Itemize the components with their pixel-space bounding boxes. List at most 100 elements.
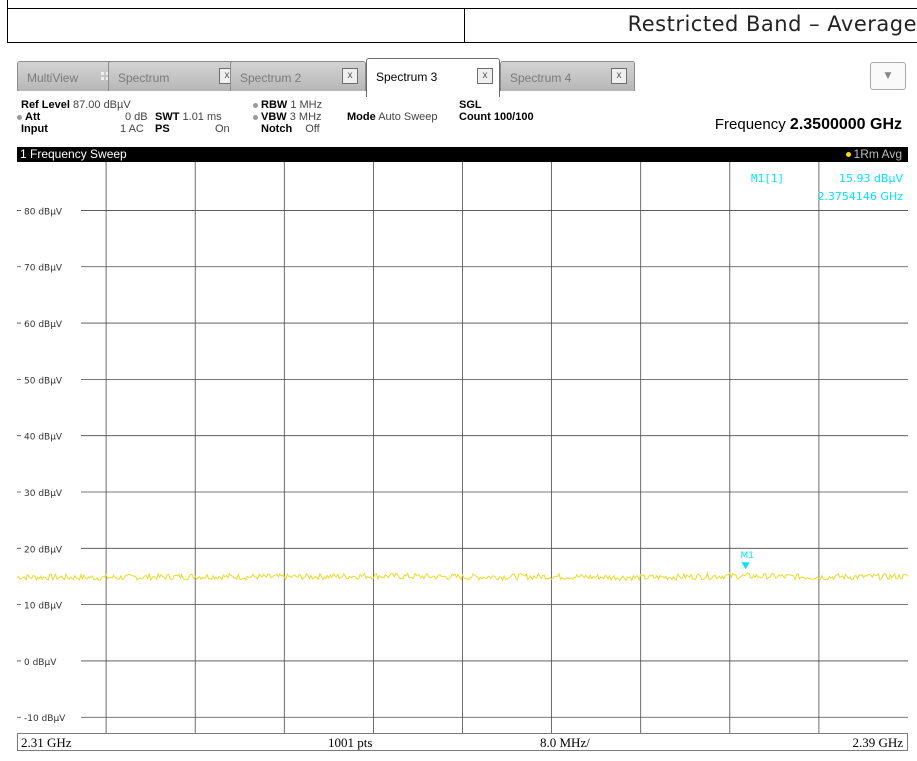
vbw-setting[interactable]: VBW 3 MHz	[253, 111, 322, 123]
vbw-indicator-icon	[253, 114, 258, 120]
center-frequency-readout[interactable]: Frequency 2.3500000 GHz	[715, 116, 902, 134]
y-tick-label: 80 dBµV	[24, 207, 63, 217]
document-header-table: Restricted Band – Average	[7, 0, 917, 43]
frequency-axis-bar: 2.31 GHz 1001 pts 8.0 MHz/ 2.39 GHz	[17, 733, 908, 751]
mode-label: Mode	[347, 111, 376, 123]
att-value: 0 dB	[125, 111, 148, 123]
y-tick-label: 0 dBµV	[24, 658, 57, 668]
y-tick-label: 70 dBµV	[24, 264, 63, 274]
att-label: Att	[25, 111, 41, 123]
swt-label: SWT	[155, 111, 180, 123]
mode-value: Auto Sweep	[378, 111, 438, 123]
spectrum-analyzer-screen: MultiView Spectrum x Spectrum 2 x Spectr…	[17, 58, 908, 754]
tab-spectrum-2[interactable]: Spectrum 2 x	[230, 61, 366, 91]
close-icon[interactable]: x	[477, 68, 493, 84]
tab-spectrum-3[interactable]: Spectrum 3 x	[366, 58, 500, 97]
spectrum-plot-svg: 80 dBµV 70 dBµV 60 dBµV 50 dBµV 40 dBµV 30 dB…	[17, 162, 908, 733]
frequency-label: Frequency	[714, 116, 786, 133]
y-tick-label-bg	[21, 203, 81, 217]
vbw-value: 3 MHz	[289, 111, 322, 123]
y-tick-label-bg	[21, 597, 81, 611]
y-tick-label-bg	[21, 316, 81, 330]
y-tick-label: 50 dBµV	[24, 376, 63, 386]
swt-value: 1.01 ms	[182, 111, 222, 123]
y-tick-label: 20 dBµV	[24, 545, 63, 555]
rbw-setting[interactable]: RBW 1 MHz	[253, 99, 322, 111]
document-title: Restricted Band – Average	[627, 12, 917, 36]
notch-label: Notch	[261, 123, 293, 135]
sgl-label[interactable]: SGL	[459, 99, 482, 111]
ps-label[interactable]: PS	[155, 123, 170, 135]
tab-spectrum-label: Spectrum	[118, 71, 170, 85]
marker-label: M1	[741, 551, 755, 561]
vertical-grid	[105, 162, 820, 733]
tab-dropdown-button[interactable]: ▼	[870, 62, 906, 90]
y-tick-label-bg	[21, 710, 81, 724]
att-indicator-icon	[17, 114, 22, 120]
sweep-points: 1001 pts	[328, 735, 373, 750]
trace-group	[17, 571, 908, 582]
ref-level-label: Ref Level	[21, 99, 70, 111]
marker-info-level: 15.93 dBµV	[839, 172, 904, 185]
y-tick-label-bg	[21, 484, 81, 498]
marker-group: M1	[741, 551, 755, 570]
y-tick-label: -10 dBµV	[24, 714, 66, 724]
document-header-top-row	[8, 0, 917, 9]
marker-triangle	[741, 562, 750, 570]
tab-bar: MultiView Spectrum x Spectrum 2 x Spectr…	[17, 58, 908, 97]
y-tick-label-bg	[21, 653, 81, 667]
start-frequency: 2.31 GHz	[21, 735, 72, 750]
swt-setting[interactable]: SWT 1.01 ms	[155, 111, 222, 123]
rbw-label: RBW	[261, 99, 288, 111]
ref-level-setting[interactable]: Ref Level 87.00 dBµV	[21, 99, 131, 111]
close-icon[interactable]: x	[611, 68, 627, 84]
count-label: Count	[459, 111, 491, 123]
window-title-bar: 1 Frequency Sweep 1Rm Avg	[17, 147, 908, 162]
trace-line	[17, 571, 908, 582]
window-title: 1 Frequency Sweep	[20, 147, 127, 161]
spectrum-plot[interactable]: 80 dBµV 70 dBµV 60 dBµV 50 dBµV 40 dBµV 30 dB…	[17, 162, 908, 733]
y-tick-label-bg	[21, 541, 81, 555]
notch-value: Off	[305, 123, 320, 135]
rbw-value: 1 MHz	[290, 99, 323, 111]
att-setting[interactable]: Att	[17, 111, 40, 123]
vbw-label: VBW	[261, 111, 287, 123]
close-icon[interactable]: x	[342, 68, 358, 84]
tab-spectrum-4-label: Spectrum 4	[510, 71, 572, 85]
input-label[interactable]: Input	[21, 123, 48, 135]
input-value: 1 AC	[120, 123, 144, 135]
tab-spectrum-3-label: Spectrum 3	[376, 70, 438, 84]
trace-dot-icon	[845, 152, 851, 158]
trace-label: 1Rm Avg	[853, 147, 902, 161]
stop-frequency: 2.39 GHz	[852, 735, 903, 750]
y-tick-label: 10 dBµV	[24, 602, 63, 612]
tab-spectrum-4[interactable]: Spectrum 4 x	[500, 61, 635, 91]
y-tick-label-bg	[21, 259, 81, 273]
ref-level-value: 87.00 dBµV	[72, 99, 131, 111]
document-header-divider	[464, 8, 465, 43]
tab-spectrum[interactable]: Spectrum x	[108, 61, 243, 91]
ps-value: On	[215, 123, 230, 135]
trace-indicator[interactable]: 1Rm Avg	[845, 147, 902, 161]
y-tick-label: 30 dBµV	[24, 489, 63, 499]
marker-info-name: M1[1]	[751, 172, 784, 185]
y-axis-labels: 80 dBµV 70 dBµV 60 dBµV 50 dBµV 40 dBµV 30 dB…	[21, 203, 81, 724]
y-tick-label: 60 dBµV	[24, 320, 63, 330]
rbw-indicator-icon	[253, 102, 258, 108]
tab-multiview[interactable]: MultiView	[17, 61, 121, 91]
count-value: 100/100	[493, 111, 534, 123]
multiview-grid-icon	[101, 72, 110, 81]
tab-multiview-label: MultiView	[27, 71, 79, 85]
y-tick-label: 40 dBµV	[24, 433, 63, 443]
frequency-value: 2.3500000 GHz	[789, 116, 902, 133]
y-tick-label-bg	[21, 372, 81, 386]
notch-setting[interactable]: Notch Off	[261, 123, 320, 135]
horizontal-grid	[17, 210, 908, 718]
mode-setting[interactable]: Mode Auto Sweep	[347, 111, 438, 123]
count-setting[interactable]: Count 100/100	[459, 111, 534, 123]
span-per-division: 8.0 MHz/	[540, 735, 590, 750]
tab-spectrum-2-label: Spectrum 2	[240, 71, 302, 85]
y-tick-label-bg	[21, 428, 81, 442]
marker-info-freq: 2.3754146 GHz	[817, 190, 903, 203]
measurement-settings: Ref Level 87.00 dBµV Att 0 dB SWT 1.01 m…	[17, 97, 908, 143]
